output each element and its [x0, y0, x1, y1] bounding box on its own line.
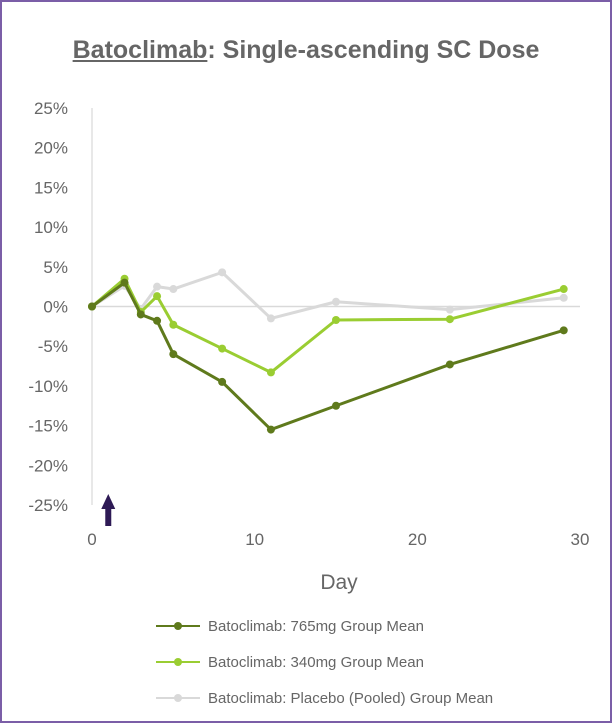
series-point-2: [559, 293, 568, 302]
legend-swatch-340mg: [156, 655, 200, 669]
x-tick-label: 20: [408, 530, 427, 549]
series-point-0: [445, 360, 454, 369]
x-tick-label: 30: [571, 530, 590, 549]
series-point-1: [266, 368, 275, 377]
title-drug-name: Batoclimab: [72, 36, 208, 64]
chart-title: Batoclimab: Single-ascending SC Dose: [2, 36, 610, 65]
series-point-1: [559, 285, 568, 294]
series-point-2: [332, 297, 340, 306]
legend-swatch-765mg: [156, 619, 200, 633]
y-tick-label: -20%: [28, 456, 68, 475]
series-point-2: [153, 282, 162, 291]
series-point-0: [120, 278, 129, 287]
series-point-0: [169, 350, 178, 359]
series-point-0: [332, 401, 340, 410]
y-tick-label: 0%: [43, 298, 68, 317]
y-tick-label: 25%: [34, 99, 68, 118]
legend-label-765mg: Batoclimab: 765mg Group Mean: [208, 617, 424, 635]
y-tick-label: -10%: [28, 377, 68, 396]
series-point-1: [332, 315, 340, 324]
y-tick-label: 5%: [43, 258, 68, 277]
legend-entry-765mg: Batoclimab: 765mg Group Mean: [156, 608, 493, 644]
y-tick-label: -25%: [28, 496, 68, 515]
legend-entry-340mg: Batoclimab: 340mg Group Mean: [156, 644, 493, 680]
x-tick-label: 10: [245, 530, 264, 549]
series-point-1: [153, 292, 162, 301]
series-line-2: [91, 270, 564, 320]
series-line-1: [91, 277, 565, 374]
series-point-0: [266, 425, 275, 434]
series-point-2: [266, 314, 275, 323]
series-point-0: [559, 326, 568, 335]
series-point-1: [169, 320, 178, 329]
series-point-2: [218, 268, 227, 277]
dosing-arrow-shaft: [105, 507, 112, 526]
y-tick-label: 15%: [34, 178, 68, 197]
series-point-1: [218, 344, 227, 353]
x-axis-title: Day: [320, 571, 358, 594]
y-tick-label: -15%: [28, 417, 68, 436]
series-point-2: [445, 305, 454, 314]
y-tick-label: -5%: [38, 337, 68, 356]
title-rest: : Single-ascending SC Dose: [207, 36, 540, 64]
legend-label-placebo: Batoclimab: Placebo (Pooled) Group Mean: [208, 689, 494, 707]
legend-label-340mg: Batoclimab: 340mg Group Mean: [208, 653, 424, 671]
series-point-1: [445, 315, 454, 324]
legend-entry-placebo: Batoclimab: Placebo (Pooled) Group Mean: [156, 680, 493, 716]
series-point-0: [153, 316, 162, 325]
series-point-2: [169, 285, 178, 294]
series-point-0: [88, 302, 96, 311]
x-tick-label: 0: [87, 530, 96, 549]
dosing-arrow-head: [101, 494, 116, 509]
chart-legend: Batoclimab: 765mg Group Mean Batoclimab:…: [156, 608, 493, 716]
y-tick-label: 20%: [34, 139, 68, 158]
legend-swatch-placebo: [156, 691, 200, 705]
series-point-0: [136, 310, 145, 319]
series-line-0: [91, 281, 565, 432]
series-point-0: [218, 377, 227, 386]
y-tick-label: 10%: [34, 218, 68, 237]
